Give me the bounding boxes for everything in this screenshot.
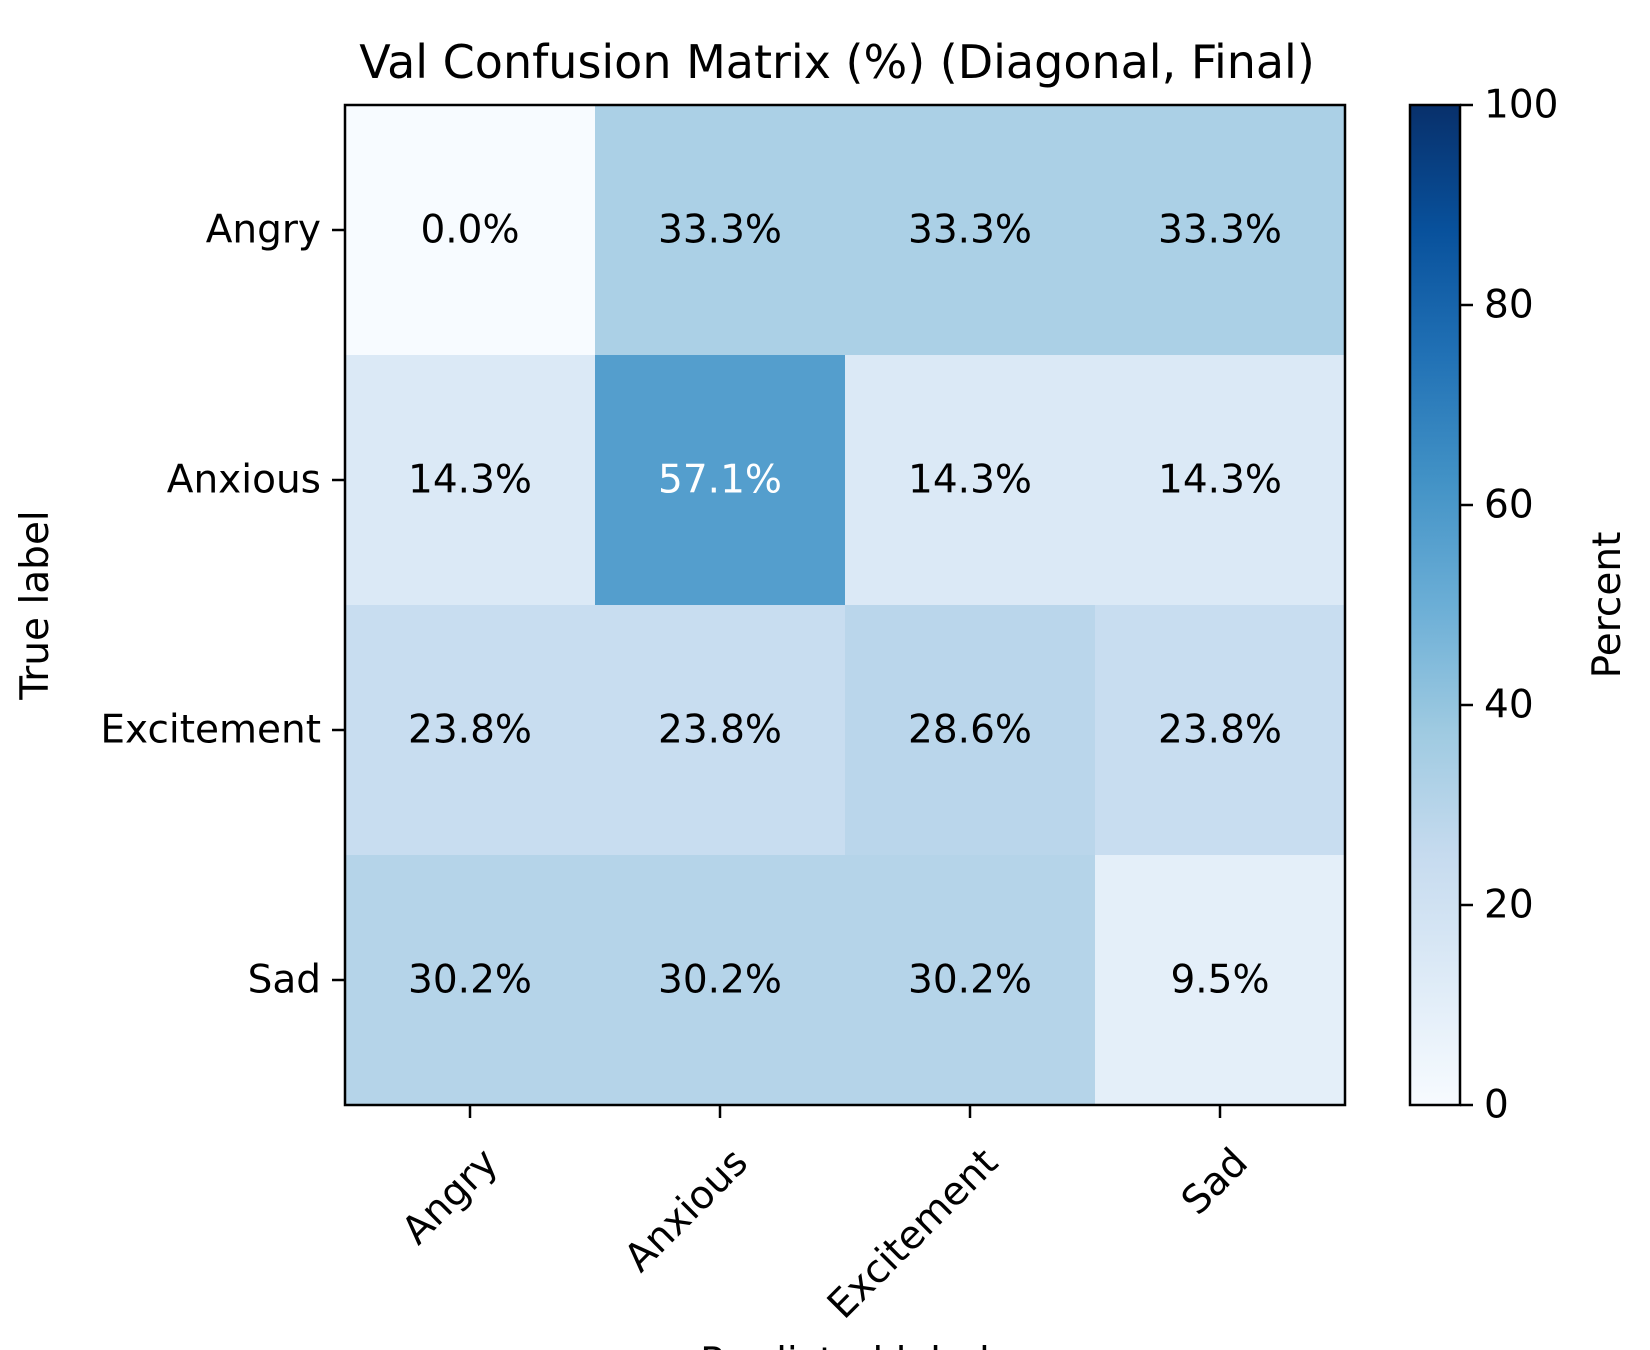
cell-value-label: 14.3% xyxy=(408,458,532,503)
x-axis-label: Predicted label xyxy=(700,1340,990,1350)
y-tick-label: Angry xyxy=(206,208,321,253)
cell-value-label: 0.0% xyxy=(420,208,519,253)
x-tick-label: Excitement xyxy=(819,1140,1007,1328)
colorbar-tick-label: 40 xyxy=(1484,683,1534,728)
heatmap-cell xyxy=(1095,855,1346,1106)
heatmap-cell xyxy=(595,105,846,356)
cell-value-label: 23.8% xyxy=(408,708,532,753)
colorbar-tick-label: 80 xyxy=(1484,283,1534,328)
colorbar-tick-label: 100 xyxy=(1484,83,1558,128)
heatmap-cell xyxy=(345,355,596,606)
cell-value-label: 33.3% xyxy=(658,208,782,253)
cell-value-label: 30.2% xyxy=(658,958,782,1003)
heatmap-cell xyxy=(1095,605,1346,856)
y-tick-label: Excitement xyxy=(100,708,321,753)
heatmap-cell xyxy=(1095,355,1346,606)
plot-frame xyxy=(343,103,1347,1107)
heatmap-cell xyxy=(345,605,596,856)
y-tick-label: Sad xyxy=(248,958,321,1003)
cell-value-label: 28.6% xyxy=(908,708,1032,753)
colorbar-tick-label: 60 xyxy=(1484,483,1534,528)
cell-value-label: 23.8% xyxy=(1158,708,1282,753)
heatmap-cell xyxy=(845,605,1096,856)
cell-value-label: 23.8% xyxy=(658,708,782,753)
heatmap-cell xyxy=(595,605,846,856)
cell-value-label: 30.2% xyxy=(908,958,1032,1003)
heatmap-cell xyxy=(345,105,596,356)
heatmap-cells xyxy=(345,105,1346,1106)
cell-value-label: 33.3% xyxy=(1158,208,1282,253)
heatmap-cell xyxy=(845,105,1096,356)
x-tick-label: Anxious xyxy=(616,1140,757,1281)
cell-value-label: 14.3% xyxy=(908,458,1032,503)
colorbar xyxy=(1408,103,1462,1107)
cell-value-label: 33.3% xyxy=(908,208,1032,253)
heatmap-cell xyxy=(845,355,1096,606)
x-tick-label: Sad xyxy=(1173,1140,1257,1224)
chart-title: Val Confusion Matrix (%) (Diagonal, Fina… xyxy=(359,35,1315,89)
heatmap-cell xyxy=(845,855,1096,1106)
colorbar-tick-label: 20 xyxy=(1484,883,1534,928)
y-axis-ticks: Angry Anxious Excitement Sad xyxy=(100,208,345,1003)
cell-value-label: 57.1% xyxy=(658,458,782,503)
cell-value-label: 30.2% xyxy=(408,958,532,1003)
colorbar-ticks: 0 20 40 60 80 100 xyxy=(1460,83,1558,1128)
colorbar-label: Percent xyxy=(1585,532,1630,679)
y-axis-label: True label xyxy=(13,510,58,701)
heatmap-cell xyxy=(595,355,846,606)
y-tick-label: Anxious xyxy=(167,458,321,503)
x-tick-label: Angry xyxy=(394,1140,507,1253)
cell-value-label: 14.3% xyxy=(1158,458,1282,503)
heatmap-cell xyxy=(345,855,596,1106)
heatmap-cell xyxy=(1095,105,1346,356)
colorbar-tick-label: 0 xyxy=(1484,1083,1509,1128)
heatmap-cell-labels: 0.0% 33.3% 33.3% 33.3% 14.3% 57.1% 14.3% 14.3% 2… xyxy=(408,208,1282,1003)
cell-value-label: 9.5% xyxy=(1170,958,1269,1003)
heatmap-cell xyxy=(595,855,846,1106)
x-axis-ticks: Angry Anxious Excitement Sad xyxy=(394,1105,1257,1328)
